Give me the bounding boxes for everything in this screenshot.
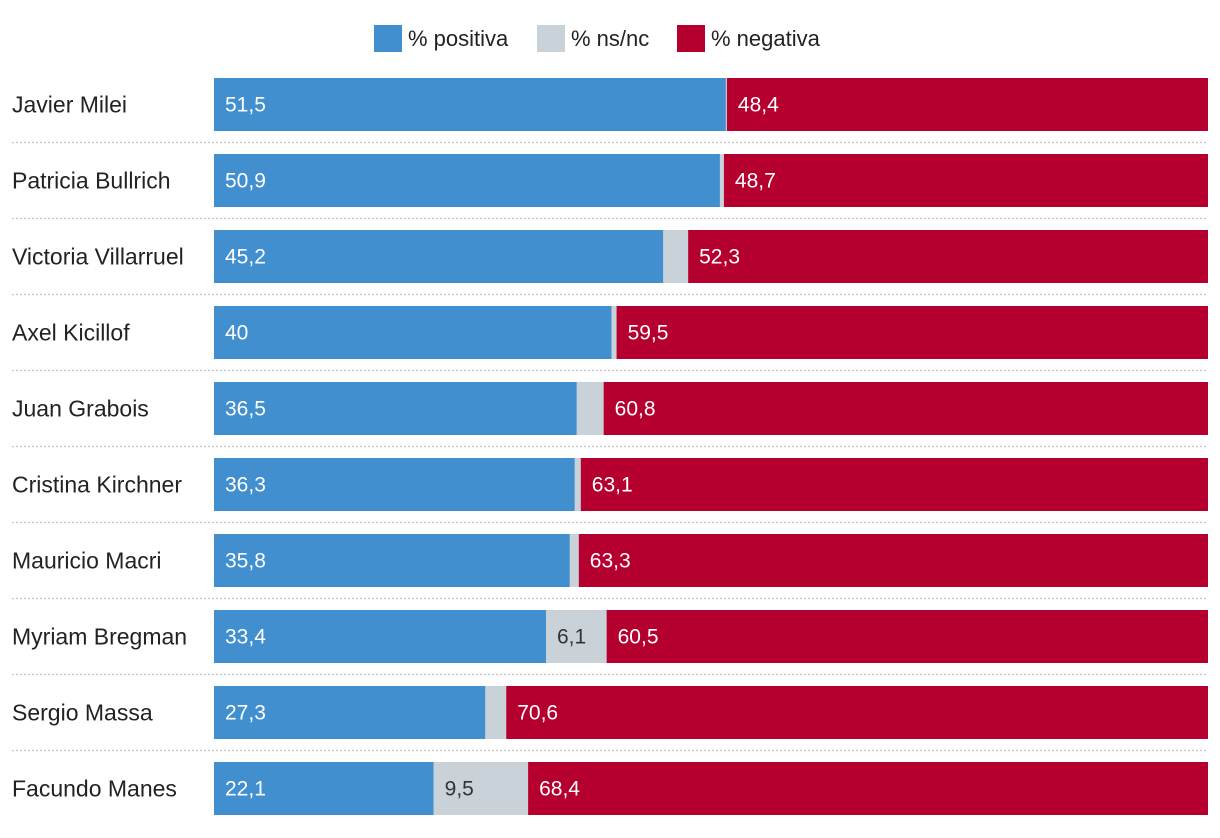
- bar-segment-negativa: [723, 154, 1208, 207]
- bar-segment-positiva: [214, 610, 546, 663]
- bar-segment-negativa: [578, 534, 1208, 587]
- chart-row-axel-kicillof: Axel Kicillof 40 59,5: [12, 306, 1208, 372]
- bar-segment-positiva: [214, 306, 612, 359]
- chart-row-juan-grabois: Juan Grabois 36,5 60,8: [12, 382, 1208, 448]
- chart-row-mauricio-macri: Mauricio Macri 35,8 63,3: [12, 534, 1208, 600]
- chart-row-myriam-bregman: Myriam Bregman 33,4 6,1 60,5: [12, 610, 1208, 676]
- bar-segment-positiva: [214, 458, 575, 511]
- data-label: 68,4: [539, 778, 580, 801]
- data-label: 35,8: [225, 550, 266, 573]
- chart-row-javier-milei: Javier Milei 51,5 48,4: [12, 78, 1208, 144]
- bar-segment-ns-nc: [574, 458, 581, 511]
- bar-segment-ns-nc: [569, 534, 579, 587]
- data-label: 48,4: [738, 94, 779, 117]
- row-label: Sergio Massa: [12, 700, 153, 726]
- bar-segment-ns-nc: [545, 610, 607, 663]
- row-label: Victoria Villarruel: [12, 244, 184, 270]
- chart-row-facundo-manes: Facundo Manes 22,1 9,5 68,4: [12, 762, 1208, 815]
- row-label: Facundo Manes: [12, 776, 177, 802]
- bar-segment-negativa: [506, 686, 1209, 739]
- bar-segment-ns-nc: [433, 762, 529, 815]
- bar-segment-negativa: [606, 610, 1208, 663]
- data-label: 51,5: [225, 94, 266, 117]
- data-label: 6,1: [557, 626, 586, 649]
- data-label: 33,4: [225, 626, 266, 649]
- legend-label-positiva: % positiva: [408, 26, 509, 51]
- data-label: 48,7: [735, 170, 776, 193]
- row-label: Mauricio Macri: [12, 548, 162, 574]
- row-label: Axel Kicillof: [12, 320, 130, 346]
- bar-segment-negativa: [726, 78, 1208, 131]
- data-label: 36,5: [225, 398, 266, 421]
- row-label: Patricia Bullrich: [12, 168, 171, 194]
- data-label: 60,8: [615, 398, 656, 421]
- bar-segment-ns-nc: [663, 230, 689, 283]
- data-label: 40: [225, 322, 248, 345]
- chart-row-victoria-villarruel: Victoria Villarruel 45,2 52,3: [12, 230, 1208, 296]
- legend-swatch-ns-nc: [537, 25, 565, 52]
- bar-segment-positiva: [214, 534, 570, 587]
- bar-segment-positiva: [214, 686, 486, 739]
- bar-segment-positiva: [214, 78, 726, 131]
- bar-segment-positiva: [214, 762, 434, 815]
- bar-segment-negativa: [616, 306, 1208, 359]
- row-label: Javier Milei: [12, 92, 127, 118]
- data-label: 9,5: [445, 778, 474, 801]
- legend-label-negativa: % negativa: [711, 26, 821, 51]
- row-label: Myriam Bregman: [12, 624, 187, 650]
- bar-segment-negativa: [580, 458, 1208, 511]
- bar-segment-positiva: [214, 230, 664, 283]
- data-label: 63,3: [590, 550, 631, 573]
- data-label: 63,1: [592, 474, 633, 497]
- row-label: Juan Grabois: [12, 396, 149, 422]
- data-label: 27,3: [225, 702, 266, 725]
- chart-row-sergio-massa: Sergio Massa 27,3 70,6: [12, 686, 1209, 752]
- data-label: 70,6: [517, 702, 558, 725]
- bar-segment-ns-nc: [719, 154, 724, 207]
- bar-segment-positiva: [214, 382, 577, 435]
- data-label: 50,9: [225, 170, 266, 193]
- legend-swatch-positiva: [374, 25, 402, 52]
- row-label: Cristina Kirchner: [12, 472, 182, 498]
- bar-segment-positiva: [214, 154, 720, 207]
- data-label: 36,3: [225, 474, 266, 497]
- bar-segment-ns-nc: [576, 382, 604, 435]
- legend: % positiva % ns/nc % negativa: [374, 25, 821, 52]
- chart-row-cristina-kirchner: Cristina Kirchner 36,3 63,1: [12, 458, 1208, 524]
- data-label: 52,3: [699, 246, 740, 269]
- bar-segment-negativa: [603, 382, 1208, 435]
- chart-rows: Javier Milei 51,5 48,4 Patricia Bullrich 50,…: [12, 78, 1209, 815]
- data-label: 59,5: [628, 322, 669, 345]
- bar-segment-ns-nc: [485, 686, 507, 739]
- bar-segment-negativa: [528, 762, 1208, 815]
- data-label: 60,5: [618, 626, 659, 649]
- legend-swatch-negativa: [677, 25, 705, 52]
- bar-segment-negativa: [688, 230, 1208, 283]
- data-label: 45,2: [225, 246, 266, 269]
- bar-segment-ns-nc: [725, 78, 727, 131]
- data-label: 22,1: [225, 778, 266, 801]
- chart-row-patricia-bullrich: Patricia Bullrich 50,9 48,7: [12, 154, 1208, 220]
- bar-segment-ns-nc: [611, 306, 617, 359]
- legend-label-ns-nc: % ns/nc: [571, 26, 649, 51]
